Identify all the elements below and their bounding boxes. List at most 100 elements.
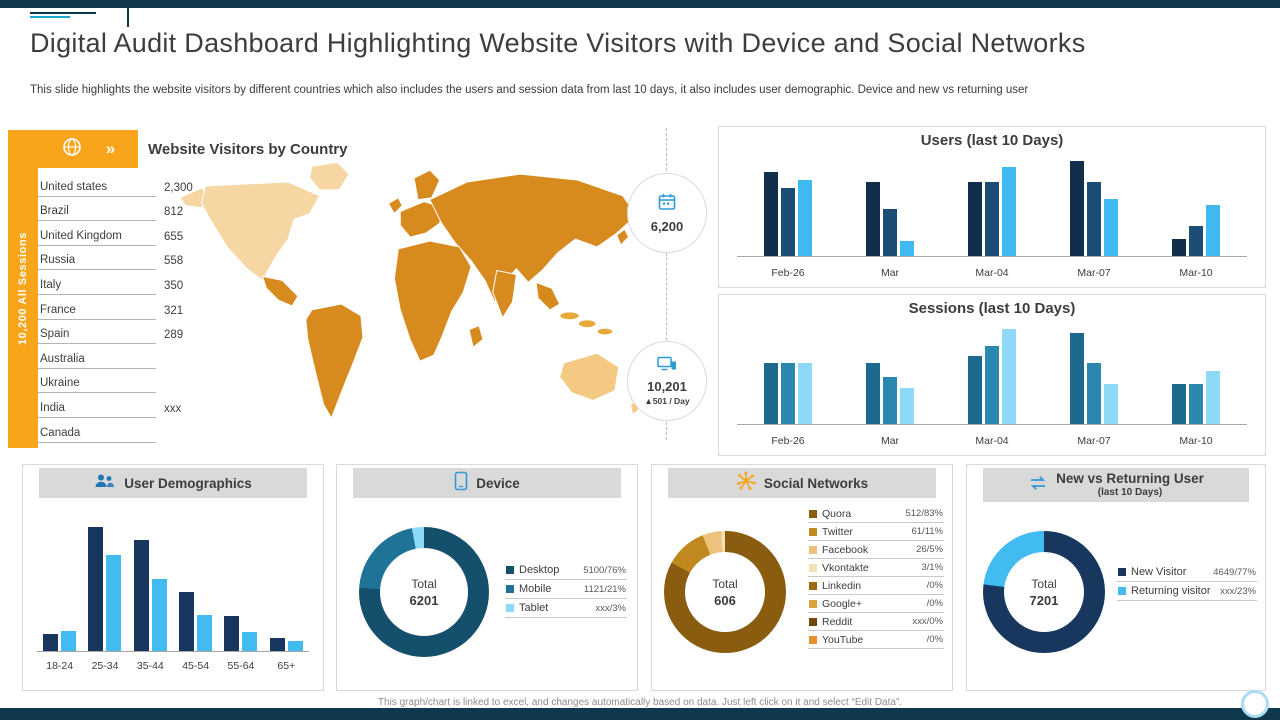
users-axis-labels: Feb-26 Mar Mar-04 Mar-07 Mar-10 bbox=[737, 267, 1247, 279]
bar-group bbox=[839, 329, 941, 424]
bar-group bbox=[264, 523, 309, 651]
social-total-value: 606 bbox=[714, 592, 736, 608]
device-card[interactable]: Device Total 6201 Desktop 5100/76% Mobile 1… bbox=[336, 464, 638, 691]
axis-category-label: 35-44 bbox=[136, 660, 164, 672]
user-demographics-card[interactable]: User Demographics 18-24 25-34 35-44 45-54 55… bbox=[22, 464, 324, 691]
legend-value: /0% bbox=[926, 580, 943, 591]
all-sessions-sidebar: 10,200 All Sessions bbox=[8, 130, 38, 448]
users-total-value: 6,200 bbox=[650, 219, 684, 234]
legend-swatch bbox=[809, 635, 817, 644]
country-row: India xxx bbox=[38, 393, 196, 418]
users-bar-chart[interactable]: Users (last 10 Days) Feb-26 Mar Mar-04 Mar-… bbox=[718, 126, 1266, 288]
bar bbox=[1070, 161, 1084, 256]
social-total-label: Total bbox=[712, 576, 738, 591]
social-networks-card[interactable]: Social Networks Total 606 Quora 512/83% Tw… bbox=[651, 464, 953, 691]
axis-category-label: Mar bbox=[880, 435, 900, 447]
legend-label: Facebook bbox=[822, 543, 869, 556]
continents bbox=[179, 161, 639, 420]
sessions-total-value: 10,201 bbox=[647, 379, 687, 394]
legend-label: Returning visitor bbox=[1131, 585, 1211, 597]
legend-item-reddit: Reddit xxx/0% bbox=[808, 613, 944, 631]
country-value: 655 bbox=[164, 230, 184, 243]
bar-group bbox=[1043, 161, 1145, 256]
share-network-icon bbox=[736, 471, 756, 496]
legend-swatch bbox=[809, 563, 817, 572]
country-row: Spain 289 bbox=[38, 320, 196, 345]
legend-label: Linkedin bbox=[822, 579, 862, 592]
bar-group bbox=[218, 523, 263, 651]
sessions-total-badge: 10,201 ▲501 / Day bbox=[627, 341, 707, 421]
device-card-header: Device bbox=[353, 468, 621, 498]
legend-item-linkedin: Linkedin/0% bbox=[808, 577, 944, 595]
social-donut-center: Total 606 bbox=[685, 552, 765, 632]
header-divider bbox=[127, 3, 129, 27]
legend-swatch bbox=[506, 566, 514, 574]
bar bbox=[1206, 370, 1220, 424]
bar bbox=[968, 355, 982, 424]
bar bbox=[764, 363, 778, 424]
sessions-bar-chart[interactable]: Sessions (last 10 Days) Feb-26 Mar Mar-04 M… bbox=[718, 294, 1266, 456]
country-name: Spain bbox=[38, 328, 156, 345]
bar bbox=[1087, 363, 1101, 424]
bar bbox=[197, 615, 213, 651]
country-name: Russia bbox=[38, 254, 156, 271]
country-value: xxx bbox=[164, 402, 182, 415]
social-donut-chart[interactable]: Total 606 bbox=[664, 531, 786, 653]
chevron-right-icon: » bbox=[105, 139, 116, 158]
new-returning-card-titles: New vs Returning User (last 10 Days) bbox=[1056, 471, 1204, 498]
bar bbox=[269, 638, 285, 651]
axis-category-label: 65+ bbox=[277, 660, 296, 672]
sessions-plot-area bbox=[737, 329, 1247, 425]
legend-item-new-visitor: New Visitor 4649/77% bbox=[1117, 563, 1257, 582]
logo-line-dark bbox=[30, 12, 96, 14]
demographics-axis-labels: 18-24 25-34 35-44 45-54 55-64 65+ bbox=[37, 660, 309, 672]
bar bbox=[900, 240, 914, 256]
bottom-bar bbox=[0, 708, 1280, 720]
legend-item-youtube: YouTube/0% bbox=[808, 631, 944, 649]
axis-category-label: 55-64 bbox=[227, 660, 255, 672]
bar bbox=[242, 631, 258, 651]
bar bbox=[1087, 181, 1101, 256]
map-heading: Website Visitors by Country bbox=[148, 141, 348, 158]
legend-item-returning-visitor: Returning visitor xxx/23% bbox=[1117, 582, 1257, 601]
users-plot-area bbox=[737, 161, 1247, 257]
legend-item-vkontakte: Vkontakte 3/1% bbox=[808, 559, 944, 577]
demographics-card-header: User Demographics bbox=[39, 468, 307, 498]
axis-category-label: Feb-26 bbox=[771, 267, 805, 279]
legend-label: Tablet bbox=[519, 602, 549, 614]
world-map[interactable] bbox=[172, 156, 664, 452]
bar bbox=[1002, 329, 1016, 424]
bar bbox=[133, 539, 149, 651]
sessions-chart-title: Sessions (last 10 Days) bbox=[908, 300, 1076, 317]
social-card-title: Social Networks bbox=[763, 475, 869, 491]
bar bbox=[43, 634, 59, 651]
country-row: France 321 bbox=[38, 295, 196, 320]
monitor-icon bbox=[657, 356, 677, 377]
top-bar bbox=[0, 0, 1280, 8]
swap-arrows-icon bbox=[1028, 475, 1048, 496]
bar-group bbox=[1145, 161, 1247, 256]
legend-item-desktop: Desktop 5100/76% bbox=[505, 561, 627, 580]
legend-item-twitter: Twitter 61/11% bbox=[808, 523, 944, 541]
bar-group bbox=[1043, 329, 1145, 424]
axis-category-label: Mar-04 bbox=[975, 267, 1009, 279]
legend-label: Desktop bbox=[519, 564, 560, 576]
new-returning-donut-chart[interactable]: Total 7201 bbox=[983, 531, 1105, 653]
device-donut-center: Total 6201 bbox=[380, 548, 468, 636]
legend-value: 26/5% bbox=[916, 544, 943, 555]
legend-value: /0% bbox=[926, 634, 943, 645]
legend-value: 5100/76% bbox=[583, 564, 626, 576]
bar-group bbox=[941, 161, 1043, 256]
legend-swatch bbox=[1118, 568, 1126, 576]
new-returning-card-subtitle: (last 10 Days) bbox=[1097, 487, 1163, 498]
new-returning-total-label: Total bbox=[1031, 576, 1057, 591]
all-sessions-label: 10,200 All Sessions bbox=[17, 232, 29, 346]
device-donut-chart[interactable]: Total 6201 bbox=[359, 527, 489, 657]
device-legend: Desktop 5100/76% Mobile 1121/21% Tablet xxx/3… bbox=[505, 561, 627, 618]
legend-item-tablet: Tablet xxx/3% bbox=[505, 599, 627, 618]
legend-value: 61/11% bbox=[911, 526, 943, 537]
bar bbox=[1189, 384, 1203, 424]
new-vs-returning-card[interactable]: New vs Returning User (last 10 Days) Tot… bbox=[966, 464, 1266, 691]
legend-value: xxx/0% bbox=[912, 616, 943, 627]
legend-value: 4649/77% bbox=[1213, 566, 1256, 578]
